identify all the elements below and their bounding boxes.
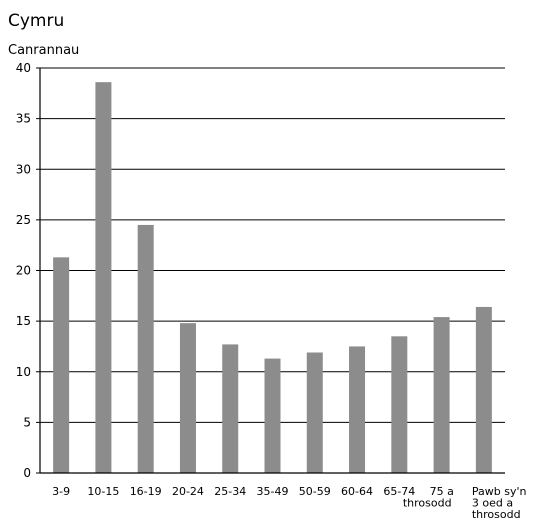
bar — [137, 224, 154, 473]
y-tick-label: 10 — [16, 365, 31, 379]
bar — [95, 82, 112, 474]
y-tick-label: 25 — [16, 213, 31, 227]
x-tick-label: 25-34 — [214, 485, 246, 498]
bar — [222, 344, 239, 473]
x-tick-label: 60-64 — [341, 485, 373, 498]
x-tick-label: 10-15 — [87, 485, 119, 498]
x-tick-labels: 3-9 10-15 16-19 20-24 25-34 35-49 50-59 60-64 65… — [52, 485, 526, 521]
x-tick-label: Pawb sy'n 3 oed a throsodd — [472, 485, 527, 521]
x-tick-label-line: throsodd — [403, 497, 452, 510]
bar — [53, 257, 70, 473]
y-tick-label: 0 — [23, 466, 31, 480]
x-tick-label: 35-49 — [257, 485, 289, 498]
bar — [179, 323, 196, 473]
axes — [36, 67, 505, 474]
x-tick-label-line: 75 a — [430, 485, 454, 498]
x-tick-label-line: 65-74 — [383, 485, 415, 498]
x-tick-label-line: 3-9 — [52, 485, 70, 498]
bar — [475, 306, 492, 473]
y-axis-label: Canrannau — [8, 43, 79, 58]
x-tick-label-line: 50-59 — [299, 485, 331, 498]
bar — [433, 317, 450, 473]
bars — [53, 82, 492, 474]
y-tick-label: 15 — [16, 314, 31, 328]
y-tick-labels: 0 5 10 15 20 25 30 35 40 — [16, 61, 31, 480]
y-tick-label: 35 — [16, 112, 31, 126]
gridlines — [40, 67, 505, 423]
x-tick-label-line: 60-64 — [341, 485, 373, 498]
x-tick-label-line: 16-19 — [130, 485, 162, 498]
x-tick-label-line: 3 oed a — [472, 497, 513, 510]
x-tick-label: 3-9 — [52, 485, 70, 498]
bar — [306, 352, 323, 473]
y-tick-label: 40 — [16, 61, 31, 75]
x-tick-label: 16-19 — [130, 485, 162, 498]
x-tick-label: 65-74 — [383, 485, 415, 498]
x-tick-label: 50-59 — [299, 485, 331, 498]
bar — [349, 346, 366, 473]
x-tick-label-line: throsodd — [472, 508, 521, 521]
y-tick-label: 5 — [23, 415, 31, 429]
x-tick-label-line: 25-34 — [214, 485, 246, 498]
chart-title: Cymru — [8, 11, 64, 31]
x-tick-label-line: 35-49 — [257, 485, 289, 498]
x-tick-label-line: 10-15 — [87, 485, 119, 498]
x-tick-label: 75 a throsodd — [403, 485, 454, 510]
bar — [391, 336, 408, 473]
x-tick-label-line: 20-24 — [172, 485, 204, 498]
bar — [264, 358, 281, 473]
x-tick-label: 20-24 — [172, 485, 204, 498]
x-tick-label-line: Pawb sy'n — [472, 485, 527, 498]
y-tick-label: 30 — [16, 162, 31, 176]
y-tick-label: 20 — [16, 264, 31, 278]
